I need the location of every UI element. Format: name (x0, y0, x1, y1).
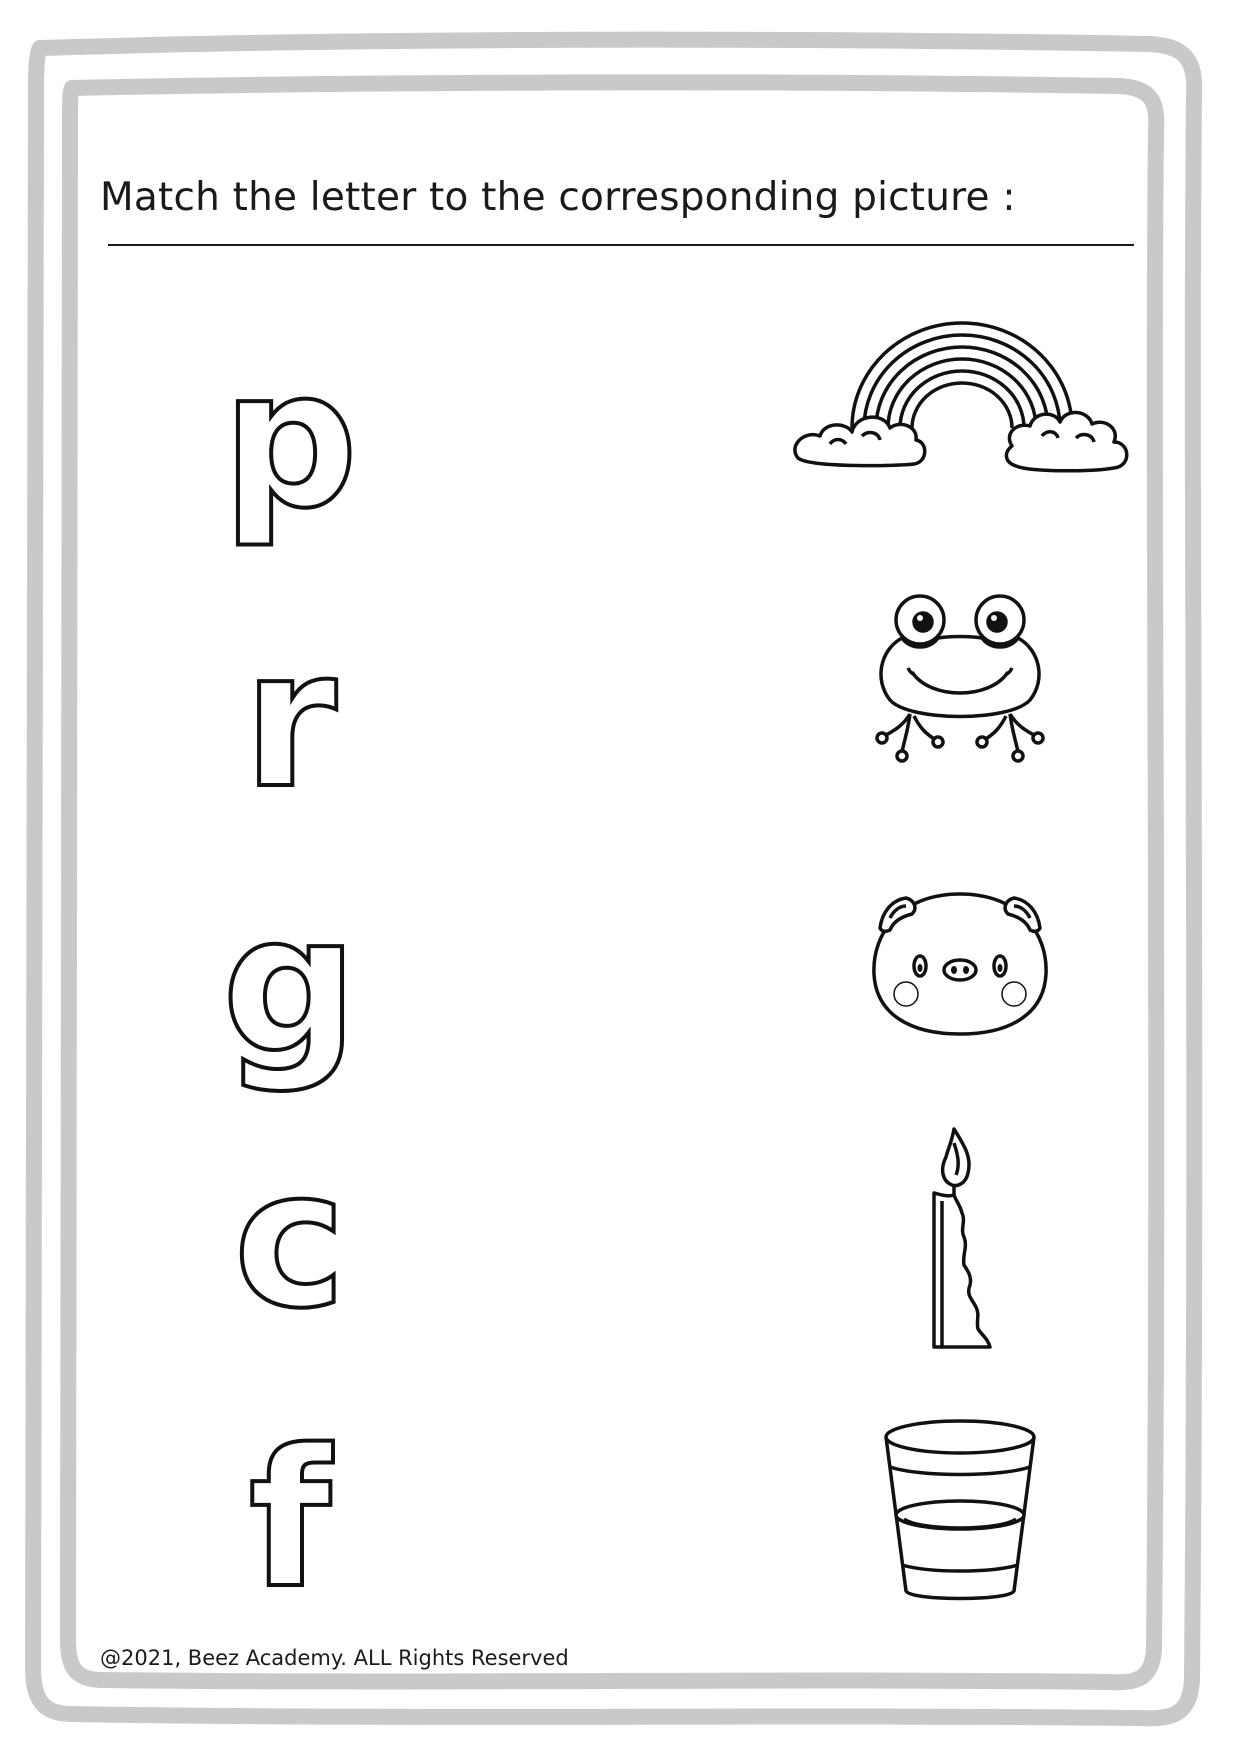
copyright-footer: @2021, Beez Academy. ALL Rights Reserved (100, 1646, 569, 1670)
frog-icon (870, 590, 1060, 770)
pig-icon (870, 888, 1050, 1038)
letter-g: g (220, 874, 360, 1095)
letter-item: c (150, 1129, 430, 1350)
letter-p: p (220, 329, 360, 550)
letter-item: f (150, 1409, 430, 1630)
worksheet-title: Match the letter to the corresponding pi… (100, 175, 1016, 220)
letter-item: r (150, 609, 430, 830)
glass-of-water-icon (880, 1415, 1040, 1605)
candle-icon (920, 1125, 1000, 1355)
letter-r: r (241, 609, 339, 830)
letter-c: c (232, 1129, 349, 1350)
letter-item: p (150, 329, 430, 550)
rainbow-icon (790, 318, 1135, 493)
letter-item: g (150, 874, 430, 1095)
title-underline (108, 244, 1134, 246)
letter-f: f (247, 1409, 334, 1630)
